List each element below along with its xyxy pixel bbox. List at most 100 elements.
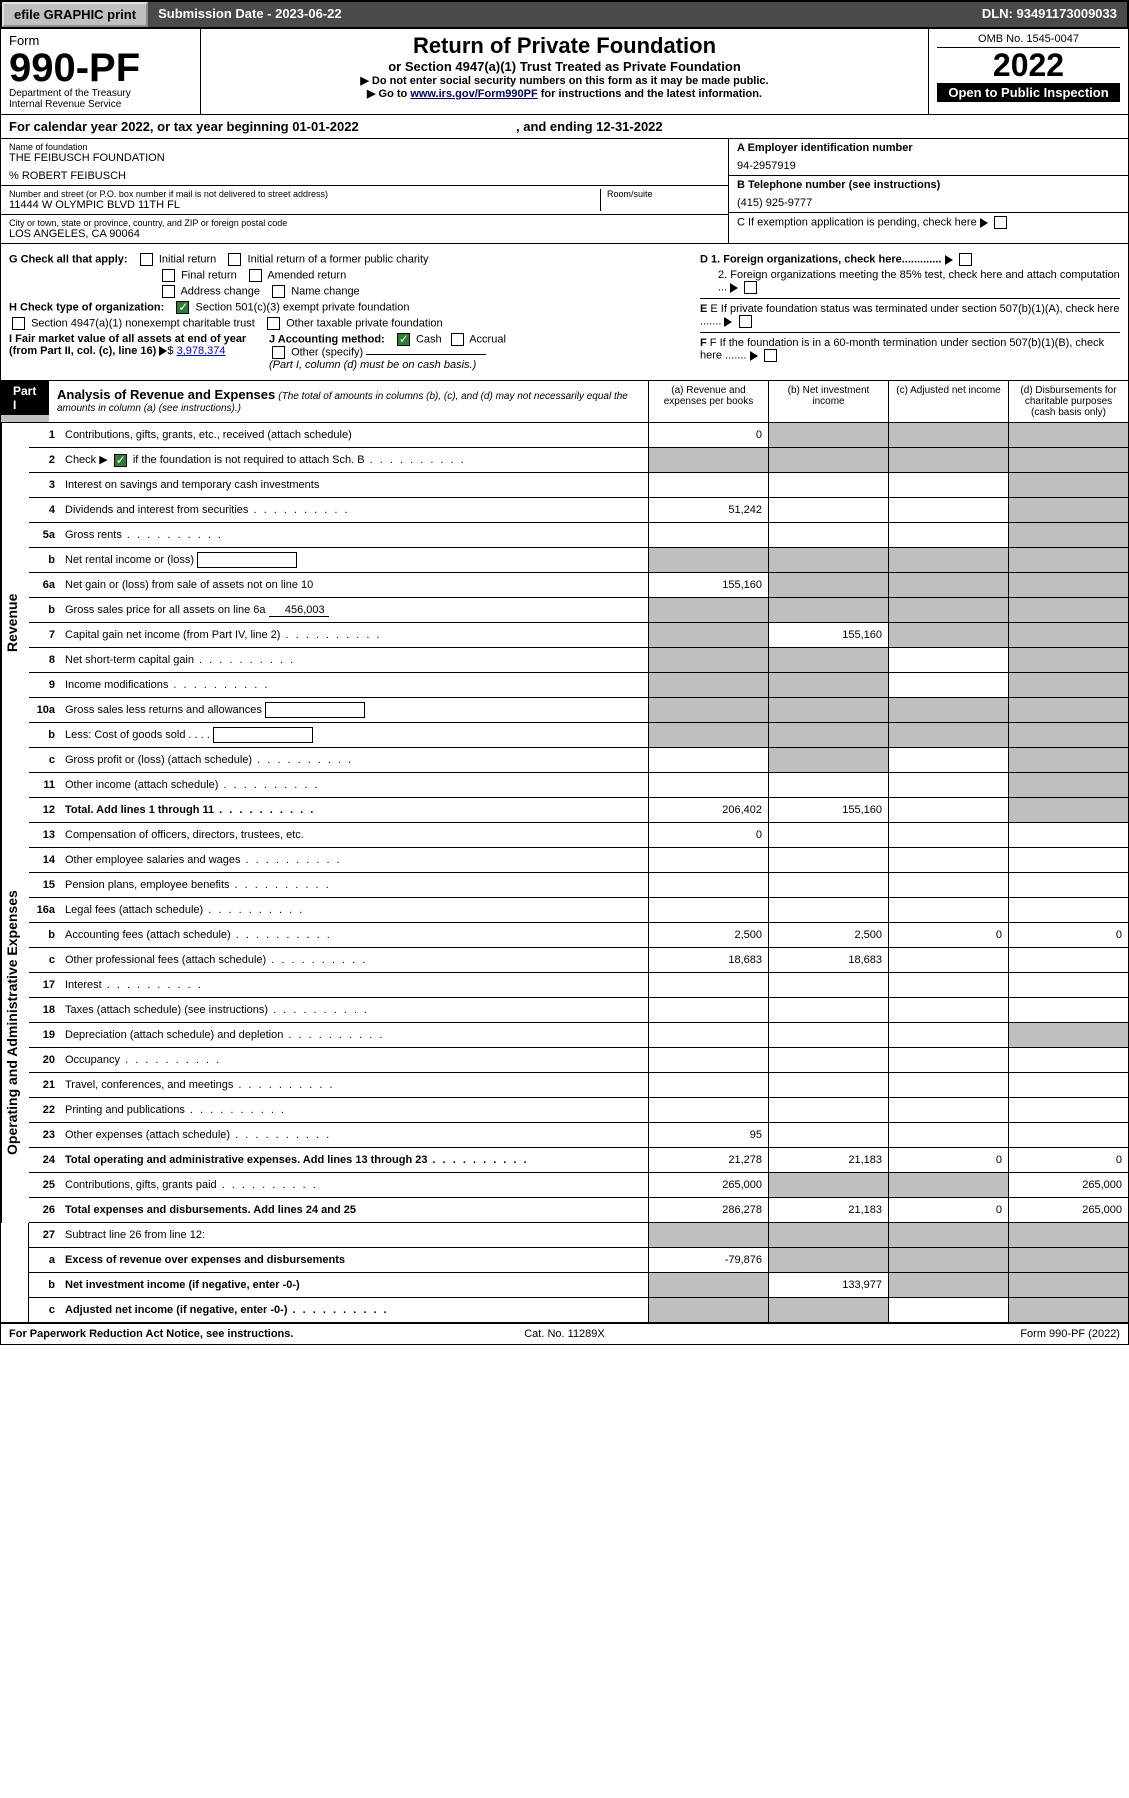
j-accrual: Accrual (469, 333, 506, 345)
g-initial-former-checkbox[interactable] (228, 253, 241, 266)
col-b: 21,183 (768, 1148, 888, 1172)
line-num: 8 (29, 652, 61, 668)
col-d (1008, 1223, 1128, 1247)
e-checkbox[interactable] (739, 315, 752, 328)
j-other-checkbox[interactable] (272, 346, 285, 359)
line-num: b (29, 1277, 61, 1293)
r2-post: if the foundation is not required to att… (133, 454, 365, 466)
line-num: 10a (29, 702, 61, 718)
col-c (888, 448, 1008, 472)
g-amended-checkbox[interactable] (249, 269, 262, 282)
line-num: c (29, 952, 61, 968)
line-num: b (29, 727, 61, 743)
col-a: 286,278 (648, 1198, 768, 1222)
line-num: 17 (29, 977, 61, 993)
line-desc: Depreciation (attach schedule) and deple… (61, 1027, 648, 1043)
col-b (768, 598, 888, 622)
irs: Internal Revenue Service (9, 99, 192, 110)
instruction-2: ▶ Go to www.irs.gov/Form990PF for instru… (209, 87, 920, 100)
d1-checkbox[interactable] (959, 253, 972, 266)
col-b: 155,160 (768, 623, 888, 647)
header-left: Form 990-PF Department of the Treasury I… (1, 29, 201, 114)
h-4947-checkbox[interactable] (12, 317, 25, 330)
col-b (768, 473, 888, 497)
h-other-checkbox[interactable] (267, 317, 280, 330)
i-val-link[interactable]: 3,978,374 (177, 345, 226, 357)
col-d (1008, 623, 1128, 647)
side-blank (1, 1223, 29, 1322)
line-num: 24 (29, 1152, 61, 1168)
col-c (888, 548, 1008, 572)
instr2-pre: ▶ Go to (367, 88, 410, 100)
col-c (888, 1048, 1008, 1072)
col-a (648, 723, 768, 747)
line-desc: Interest (61, 977, 648, 993)
f-checkbox[interactable] (764, 349, 777, 362)
c-checkbox[interactable] (994, 216, 1007, 229)
col-b (768, 723, 888, 747)
d2-checkbox[interactable] (744, 281, 757, 294)
col-c (888, 598, 1008, 622)
line-num: 3 (29, 477, 61, 493)
r2-pre: Check ▶ (65, 454, 108, 466)
col-d (1008, 798, 1128, 822)
g-addr-checkbox[interactable] (162, 285, 175, 298)
c-label: C If exemption application is pending, c… (737, 216, 977, 228)
col-c: 0 (888, 1148, 1008, 1172)
dept: Department of the Treasury (9, 88, 192, 99)
col-b (768, 448, 888, 472)
j-cash-checkbox[interactable] (397, 333, 410, 346)
col-d (1008, 1048, 1128, 1072)
ein-val: 94-2957919 (737, 160, 1120, 172)
line-num: 14 (29, 852, 61, 868)
line-num: c (29, 1302, 61, 1318)
j-other: Other (specify) (291, 346, 363, 358)
col-a (648, 448, 768, 472)
col-a (648, 748, 768, 772)
line-desc: Excess of revenue over expenses and disb… (61, 1252, 648, 1268)
part1-label: Part I (1, 381, 49, 415)
inline-box (213, 727, 313, 743)
line-desc: Pension plans, employee benefits (61, 877, 648, 893)
col-b-header: (b) Net investment income (768, 381, 888, 422)
calendar-year-row: For calendar year 2022, or tax year begi… (0, 115, 1129, 139)
footer-left: For Paperwork Reduction Act Notice, see … (9, 1328, 379, 1340)
g-final-checkbox[interactable] (162, 269, 175, 282)
footer: For Paperwork Reduction Act Notice, see … (0, 1324, 1129, 1345)
h-501c3-checkbox[interactable] (176, 301, 189, 314)
instr2-link[interactable]: www.irs.gov/Form990PF (410, 88, 537, 100)
col-a (648, 1023, 768, 1047)
col-d: 0 (1008, 1148, 1128, 1172)
col-a (648, 523, 768, 547)
form-header: Form 990-PF Department of the Treasury I… (0, 29, 1129, 115)
h-4947: Section 4947(a)(1) nonexempt charitable … (31, 317, 255, 329)
care-of: % ROBERT FEIBUSCH (9, 170, 720, 182)
col-a (648, 1298, 768, 1322)
arrow-icon (159, 346, 167, 356)
col-a: -79,876 (648, 1248, 768, 1272)
col-a (648, 673, 768, 697)
col-c (888, 773, 1008, 797)
line-num: 19 (29, 1027, 61, 1043)
col-c (888, 623, 1008, 647)
j-accrual-checkbox[interactable] (451, 333, 464, 346)
line-num: 20 (29, 1052, 61, 1068)
line-desc: Gross sales less returns and allowances (61, 700, 648, 720)
g-initial-checkbox[interactable] (140, 253, 153, 266)
col-d (1008, 998, 1128, 1022)
col-d (1008, 948, 1128, 972)
col-a: 51,242 (648, 498, 768, 522)
col-d (1008, 1023, 1128, 1047)
col-c (888, 1073, 1008, 1097)
line-desc: Taxes (attach schedule) (see instruction… (61, 1002, 648, 1018)
line-num: 7 (29, 627, 61, 643)
col-b (768, 823, 888, 847)
arrow-icon (980, 218, 988, 228)
col-a (648, 973, 768, 997)
line-num: b (29, 602, 61, 618)
g-name-checkbox[interactable] (272, 285, 285, 298)
efile-print-btn[interactable]: efile GRAPHIC print (2, 2, 148, 27)
line-desc: Check ▶ if the foundation is not require… (61, 451, 648, 469)
line-num: b (29, 552, 61, 568)
schb-checkbox[interactable] (114, 454, 127, 467)
